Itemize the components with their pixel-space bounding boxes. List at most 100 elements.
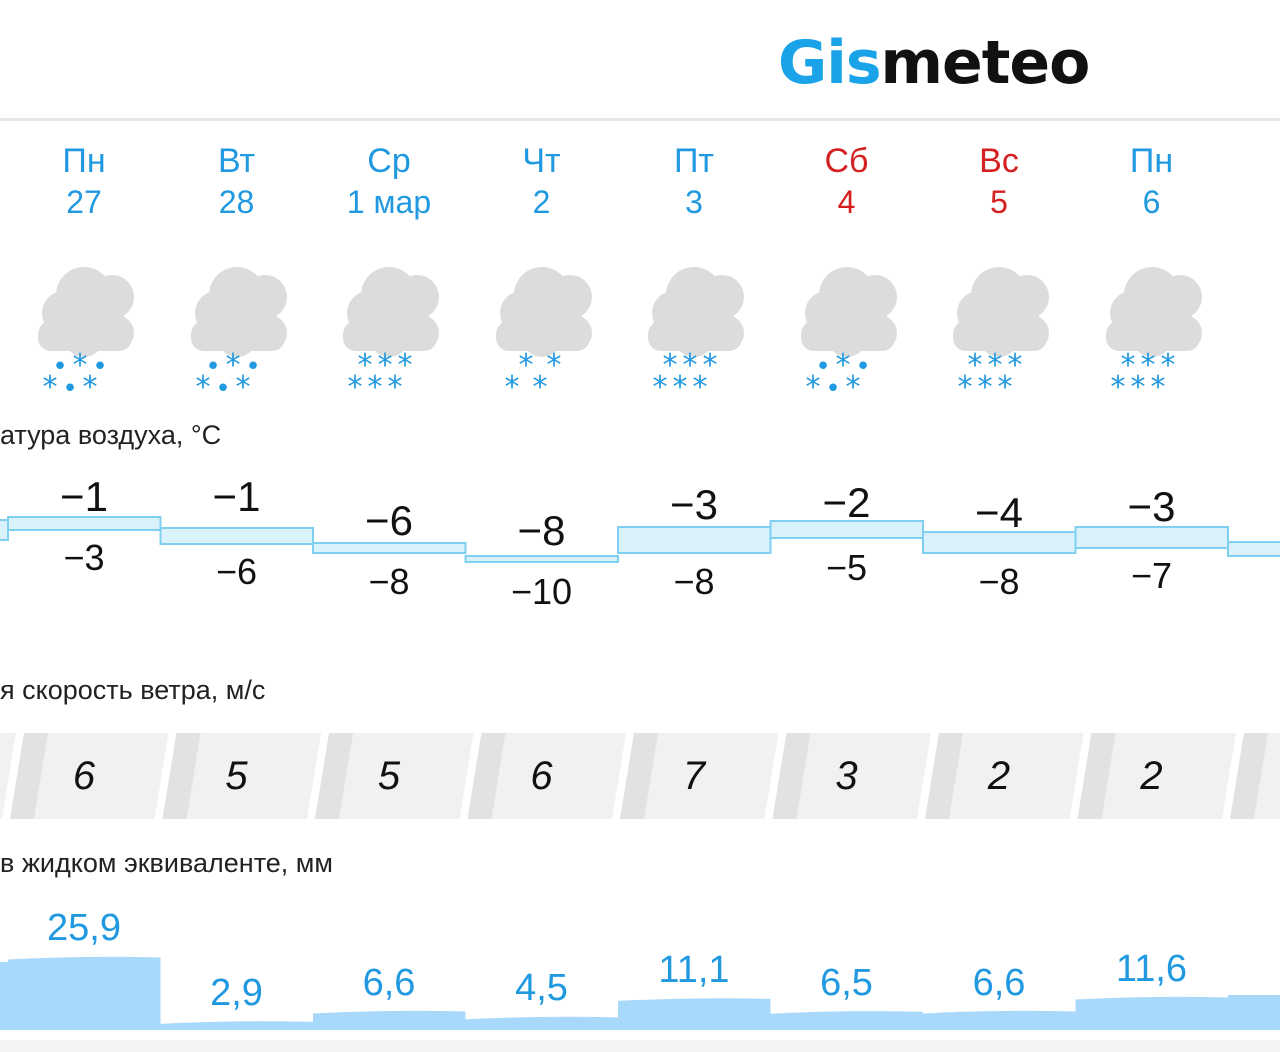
day-date: 27 xyxy=(66,184,102,220)
precip-amount: 11,6 xyxy=(1115,947,1188,990)
wind-speed: 5 xyxy=(377,754,401,798)
day-name: Пн xyxy=(62,142,106,180)
cloud-heavy-snow-icon: * * * * * * xyxy=(329,255,449,405)
precip-amount: 4,5 xyxy=(515,967,568,1010)
svg-text:*: * xyxy=(1140,348,1155,383)
temp-min: −5 xyxy=(825,547,868,588)
svg-text:*: * xyxy=(388,370,403,405)
temperature-section-label: атура воздуха, °C xyxy=(0,420,222,450)
svg-text:*: * xyxy=(1120,348,1135,383)
day-date: 3 xyxy=(685,184,703,220)
svg-text:•: • xyxy=(92,352,107,382)
precip-amount: 11,1 xyxy=(658,948,730,991)
precip-bar xyxy=(465,1016,618,1030)
temp-min: −8 xyxy=(978,561,1020,602)
precip-section-label: в жидком эквиваленте, мм xyxy=(0,848,333,878)
cloud-heavy-snow-icon: * * * * * * xyxy=(1092,255,1212,405)
svg-text:•: • xyxy=(215,374,230,404)
temp-min: −8 xyxy=(368,561,410,602)
svg-text:*: * xyxy=(673,370,688,405)
precip-bar xyxy=(160,1021,313,1030)
wind-speed: 2 xyxy=(1140,754,1163,798)
temperature-band xyxy=(159,527,314,545)
svg-text:*: * xyxy=(546,348,561,383)
wind-speed: 6 xyxy=(530,754,553,798)
temp-max: −3 xyxy=(1127,483,1176,530)
svg-text:•: • xyxy=(205,352,220,382)
day-date: 28 xyxy=(218,184,255,220)
day-name: Вт xyxy=(217,142,256,180)
wind-speed: 6 xyxy=(72,754,96,798)
svg-text:*: * xyxy=(225,348,240,383)
temp-max: −1 xyxy=(212,473,261,520)
cloud-rain-snow-icon: • * • * • * xyxy=(177,255,297,405)
svg-text:*: * xyxy=(368,370,383,405)
wind-section-label: я скорость ветра, м/с xyxy=(0,675,266,705)
wind-speed: 5 xyxy=(225,754,248,798)
svg-text:•: • xyxy=(52,352,67,382)
svg-text:*: * xyxy=(653,370,668,405)
day-name: Вс xyxy=(979,142,1019,180)
precip-bar xyxy=(770,1011,923,1030)
svg-text:*: * xyxy=(43,370,58,405)
cloud-heavy-snow-icon: * * * * * * xyxy=(939,255,1059,405)
svg-text:*: * xyxy=(348,370,363,405)
svg-text:*: * xyxy=(845,370,860,405)
svg-text:*: * xyxy=(988,348,1003,383)
precip-amount: 25,9 xyxy=(47,907,121,950)
svg-text:*: * xyxy=(532,370,547,405)
cloud-rain-snow-icon: • * • * • * xyxy=(787,255,907,405)
svg-text:•: • xyxy=(815,352,830,382)
temp-max: −1 xyxy=(60,473,108,520)
wind-speed: 3 xyxy=(835,754,858,798)
temperature-band xyxy=(1074,526,1229,549)
svg-text:*: * xyxy=(378,348,393,383)
svg-text:*: * xyxy=(1110,370,1125,405)
wind-speed: 7 xyxy=(682,754,706,798)
svg-text:*: * xyxy=(663,348,678,383)
temperature-band xyxy=(769,520,924,539)
svg-text:*: * xyxy=(235,370,250,405)
precip-amount: 6,5 xyxy=(820,961,873,1004)
temperature-band xyxy=(617,526,772,554)
svg-text:*: * xyxy=(805,370,820,405)
temp-max: −6 xyxy=(365,497,413,544)
svg-text:•: • xyxy=(855,352,870,382)
svg-text:*: * xyxy=(958,370,973,405)
temp-max: −8 xyxy=(517,507,566,554)
svg-text:•: • xyxy=(62,374,77,404)
svg-text:*: * xyxy=(835,348,850,383)
svg-text:*: * xyxy=(518,348,533,383)
temp-min: −7 xyxy=(1130,555,1173,596)
temp-min: −8 xyxy=(673,561,715,602)
gismeteo-logo: Gismeteo xyxy=(778,28,1090,98)
day-date: 2 xyxy=(532,184,551,220)
precip-amount: 2,9 xyxy=(210,971,263,1014)
svg-text:*: * xyxy=(358,348,373,383)
svg-text:*: * xyxy=(73,348,88,383)
cloud-heavy-snow-icon: * * * * * * xyxy=(634,255,754,405)
svg-text:*: * xyxy=(1160,348,1175,383)
precip-bar xyxy=(1075,996,1228,1030)
day-name: Чт xyxy=(522,142,561,180)
svg-text:*: * xyxy=(398,348,413,383)
temp-min: −6 xyxy=(215,551,258,592)
precip-bar xyxy=(923,1010,1076,1030)
day-name: Ср xyxy=(367,142,411,180)
svg-text:*: * xyxy=(703,348,718,383)
temp-min: −3 xyxy=(63,537,105,578)
day-date: 1 мар xyxy=(346,184,432,220)
wind-speed: 2 xyxy=(987,754,1011,798)
svg-text:*: * xyxy=(195,370,210,405)
svg-text:*: * xyxy=(1130,370,1145,405)
precip-bar xyxy=(8,956,161,1030)
temp-max: −4 xyxy=(975,489,1023,536)
svg-text:*: * xyxy=(504,370,519,405)
svg-text:•: • xyxy=(825,374,840,404)
precip-bar xyxy=(618,998,771,1030)
svg-text:*: * xyxy=(683,348,698,383)
svg-text:*: * xyxy=(998,370,1013,405)
